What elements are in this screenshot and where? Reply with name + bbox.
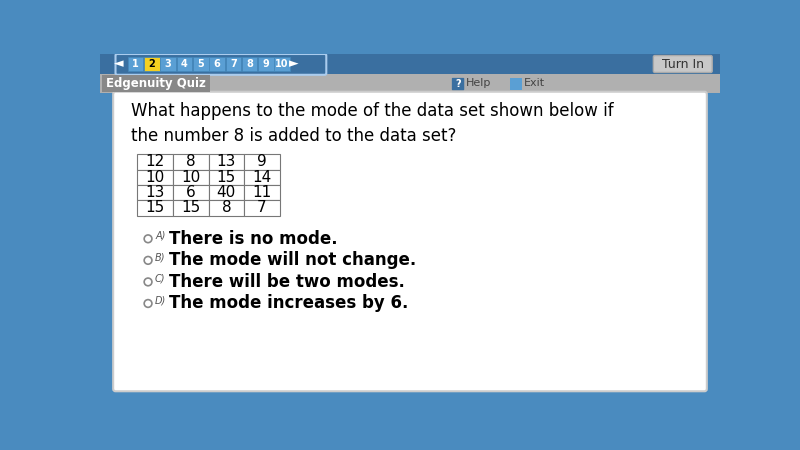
Text: Exit: Exit (524, 78, 545, 88)
Text: 5: 5 (198, 59, 204, 69)
Text: 10: 10 (181, 170, 200, 184)
Circle shape (144, 256, 152, 264)
FancyBboxPatch shape (177, 57, 192, 71)
FancyBboxPatch shape (274, 57, 290, 71)
Text: Turn In: Turn In (662, 58, 704, 71)
Text: 1: 1 (132, 59, 139, 69)
FancyBboxPatch shape (138, 170, 173, 185)
FancyBboxPatch shape (173, 154, 209, 170)
FancyBboxPatch shape (244, 200, 280, 216)
FancyBboxPatch shape (209, 154, 244, 170)
FancyBboxPatch shape (654, 55, 712, 72)
Text: 15: 15 (146, 201, 165, 216)
Text: The mode increases by 6.: The mode increases by 6. (169, 294, 408, 312)
FancyBboxPatch shape (100, 54, 720, 74)
Text: 6: 6 (214, 59, 221, 69)
FancyBboxPatch shape (209, 200, 244, 216)
Text: A): A) (155, 231, 166, 241)
Text: 12: 12 (146, 154, 165, 169)
Text: 8: 8 (186, 154, 195, 169)
Text: 40: 40 (217, 185, 236, 200)
Text: 13: 13 (146, 185, 165, 200)
FancyBboxPatch shape (102, 75, 210, 92)
Text: 7: 7 (257, 201, 266, 216)
FancyBboxPatch shape (210, 57, 225, 71)
FancyBboxPatch shape (115, 54, 326, 75)
Text: 7: 7 (230, 59, 237, 69)
FancyBboxPatch shape (173, 200, 209, 216)
FancyBboxPatch shape (242, 57, 258, 71)
Text: 3: 3 (165, 59, 171, 69)
Text: ?: ? (455, 79, 461, 89)
FancyBboxPatch shape (244, 154, 280, 170)
Text: B): B) (155, 252, 166, 262)
Text: There will be two modes.: There will be two modes. (169, 273, 405, 291)
Circle shape (144, 235, 152, 243)
FancyBboxPatch shape (510, 78, 522, 90)
FancyBboxPatch shape (100, 74, 720, 93)
Text: D): D) (155, 295, 166, 306)
Text: 15: 15 (181, 201, 200, 216)
FancyBboxPatch shape (144, 57, 160, 71)
FancyBboxPatch shape (138, 185, 173, 200)
Text: 9: 9 (257, 154, 267, 169)
Text: What happens to the mode of the data set shown below if
the number 8 is added to: What happens to the mode of the data set… (131, 102, 614, 145)
FancyBboxPatch shape (113, 92, 707, 391)
Text: ►: ► (289, 58, 298, 71)
Text: 10: 10 (275, 59, 289, 69)
FancyBboxPatch shape (161, 57, 176, 71)
Text: Help: Help (466, 78, 491, 88)
FancyBboxPatch shape (193, 57, 209, 71)
Text: 2: 2 (149, 59, 155, 69)
FancyBboxPatch shape (138, 154, 173, 170)
FancyBboxPatch shape (452, 78, 464, 90)
Text: C): C) (155, 274, 166, 284)
Text: 8: 8 (222, 201, 231, 216)
FancyBboxPatch shape (209, 170, 244, 185)
Text: 8: 8 (246, 59, 253, 69)
Text: 15: 15 (217, 170, 236, 184)
Text: 6: 6 (186, 185, 195, 200)
FancyBboxPatch shape (244, 185, 280, 200)
Circle shape (144, 300, 152, 307)
Text: The mode will not change.: The mode will not change. (169, 252, 416, 270)
FancyBboxPatch shape (173, 170, 209, 185)
Text: 4: 4 (181, 59, 188, 69)
Circle shape (144, 278, 152, 286)
FancyBboxPatch shape (173, 185, 209, 200)
Text: 10: 10 (146, 170, 165, 184)
Text: 9: 9 (262, 59, 270, 69)
Text: ◄: ◄ (114, 58, 123, 71)
FancyBboxPatch shape (244, 170, 280, 185)
FancyBboxPatch shape (209, 185, 244, 200)
Text: There is no mode.: There is no mode. (169, 230, 338, 248)
FancyBboxPatch shape (138, 200, 173, 216)
FancyBboxPatch shape (226, 57, 241, 71)
Text: 13: 13 (217, 154, 236, 169)
Text: 11: 11 (252, 185, 272, 200)
Text: 14: 14 (252, 170, 272, 184)
Text: Edgenuity Quiz: Edgenuity Quiz (106, 77, 206, 90)
FancyBboxPatch shape (258, 57, 274, 71)
FancyBboxPatch shape (128, 57, 143, 71)
